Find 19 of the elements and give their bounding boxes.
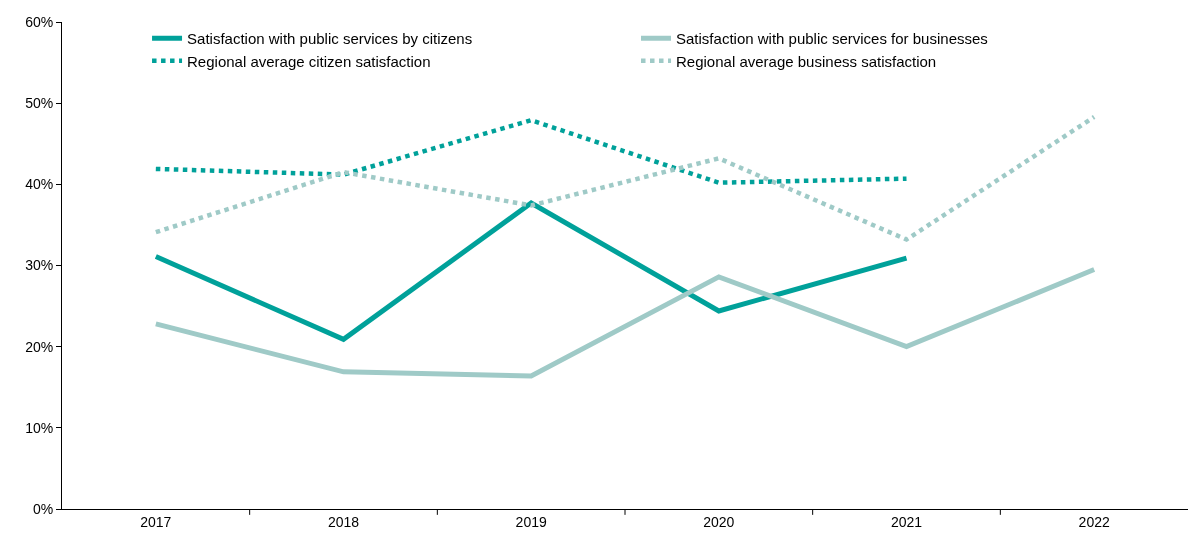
y-tick-label: 10%: [25, 419, 54, 436]
legend-label: Regional average citizen satisfaction: [187, 52, 431, 70]
x-tick-label: 2021: [890, 513, 923, 530]
y-tick-label: 0%: [32, 500, 54, 517]
x-tick-label: 2019: [515, 513, 547, 530]
y-tick-label: 60%: [25, 13, 54, 30]
x-tick-label: 2022: [1078, 513, 1110, 530]
y-tick-label: 40%: [25, 176, 54, 193]
legend-label: Satisfaction with public services by citizens: [187, 30, 473, 48]
line-series: [153, 117, 909, 185]
y-tick-label: 20%: [25, 338, 54, 355]
y-tick-label: 30%: [25, 257, 54, 274]
y-tick-label: 50%: [25, 95, 54, 112]
x-tick-label: 2018: [327, 513, 360, 530]
x-tick-label: 2020: [703, 513, 735, 530]
legend-label: Regional average business satisfaction: [676, 52, 937, 70]
legend-label: Satisfaction with public services for businesses: [676, 30, 988, 48]
x-tick-label: 2017: [140, 513, 172, 530]
line-series: [153, 114, 1097, 242]
